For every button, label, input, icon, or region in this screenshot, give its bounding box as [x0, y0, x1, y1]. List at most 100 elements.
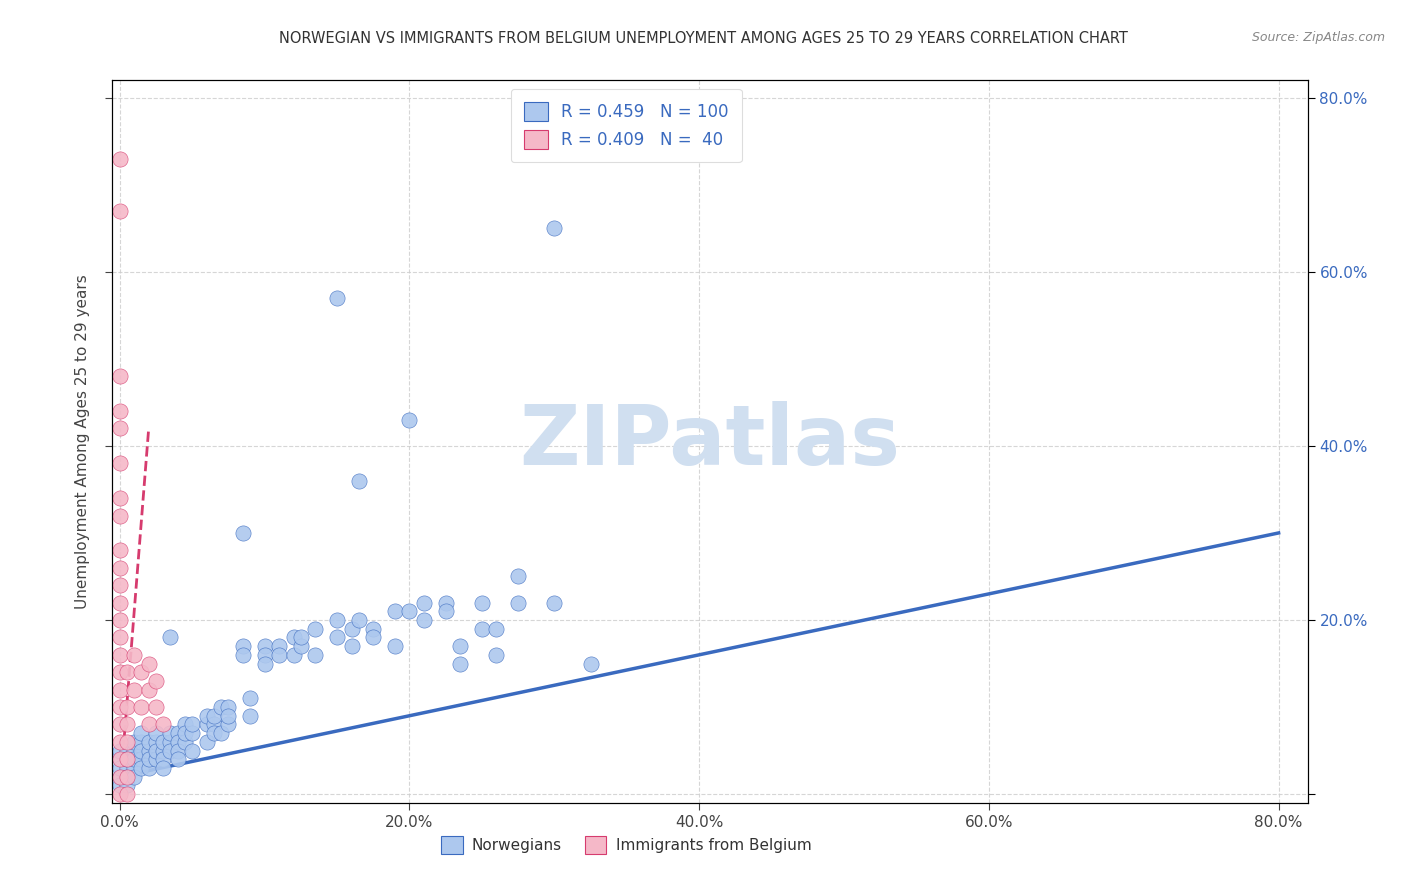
Point	[174, 726, 197, 740]
Point	[108, 770, 131, 784]
Point	[122, 648, 145, 662]
Point	[152, 761, 174, 775]
Point	[108, 700, 131, 714]
Point	[283, 631, 305, 645]
Point	[304, 622, 326, 636]
Point	[138, 761, 160, 775]
Point	[138, 717, 160, 731]
Point	[138, 657, 160, 671]
Point	[115, 770, 138, 784]
Point	[543, 596, 565, 610]
Point	[543, 221, 565, 235]
Point	[108, 508, 131, 523]
Point	[347, 474, 370, 488]
Point	[361, 631, 384, 645]
Point	[434, 596, 457, 610]
Point	[174, 717, 197, 731]
Point	[434, 604, 457, 618]
Point	[131, 752, 153, 766]
Point	[108, 648, 131, 662]
Point	[108, 543, 131, 558]
Point	[122, 682, 145, 697]
Point	[131, 743, 153, 757]
Point	[108, 561, 131, 575]
Point	[202, 717, 225, 731]
Point	[152, 752, 174, 766]
Point	[239, 708, 262, 723]
Point	[122, 743, 145, 757]
Point	[131, 761, 153, 775]
Point	[202, 726, 225, 740]
Point	[181, 726, 204, 740]
Point	[131, 700, 153, 714]
Point	[253, 657, 276, 671]
Point	[115, 761, 138, 775]
Point	[115, 752, 138, 766]
Point	[384, 604, 406, 618]
Point	[232, 525, 254, 540]
Point	[138, 735, 160, 749]
Point	[115, 770, 138, 784]
Point	[115, 700, 138, 714]
Point	[239, 691, 262, 706]
Point	[181, 717, 204, 731]
Point	[108, 404, 131, 418]
Point	[166, 735, 188, 749]
Point	[449, 657, 471, 671]
Point	[326, 613, 349, 627]
Point	[471, 596, 494, 610]
Text: NORWEGIAN VS IMMIGRANTS FROM BELGIUM UNEMPLOYMENT AMONG AGES 25 TO 29 YEARS CORR: NORWEGIAN VS IMMIGRANTS FROM BELGIUM UNE…	[278, 31, 1128, 46]
Point	[340, 639, 363, 653]
Point	[326, 291, 349, 305]
Point	[145, 735, 167, 749]
Point	[108, 491, 131, 505]
Point	[361, 622, 384, 636]
Point	[181, 743, 204, 757]
Point	[108, 369, 131, 384]
Point	[166, 752, 188, 766]
Point	[108, 717, 131, 731]
Point	[108, 631, 131, 645]
Point	[209, 700, 232, 714]
Point	[108, 787, 131, 801]
Point	[384, 639, 406, 653]
Point	[217, 700, 239, 714]
Point	[174, 735, 197, 749]
Point	[145, 743, 167, 757]
Point	[122, 752, 145, 766]
Point	[159, 735, 181, 749]
Point	[115, 665, 138, 680]
Point	[304, 648, 326, 662]
Point	[138, 752, 160, 766]
Point	[579, 657, 602, 671]
Point	[115, 717, 138, 731]
Point	[267, 648, 290, 662]
Point	[217, 708, 239, 723]
Point	[485, 622, 508, 636]
Point	[195, 735, 218, 749]
Point	[449, 639, 471, 653]
Point	[290, 639, 312, 653]
Point	[108, 752, 131, 766]
Point	[166, 743, 188, 757]
Point	[122, 761, 145, 775]
Point	[138, 682, 160, 697]
Point	[413, 596, 436, 610]
Point	[108, 770, 131, 784]
Point	[326, 631, 349, 645]
Point	[253, 639, 276, 653]
Point	[131, 735, 153, 749]
Point	[108, 682, 131, 697]
Point	[232, 639, 254, 653]
Point	[115, 778, 138, 792]
Point	[166, 726, 188, 740]
Point	[195, 717, 218, 731]
Point	[145, 752, 167, 766]
Point	[145, 726, 167, 740]
Point	[108, 743, 131, 757]
Text: ZIPatlas: ZIPatlas	[520, 401, 900, 482]
Point	[131, 726, 153, 740]
Point	[108, 613, 131, 627]
Point	[232, 648, 254, 662]
Point	[145, 673, 167, 688]
